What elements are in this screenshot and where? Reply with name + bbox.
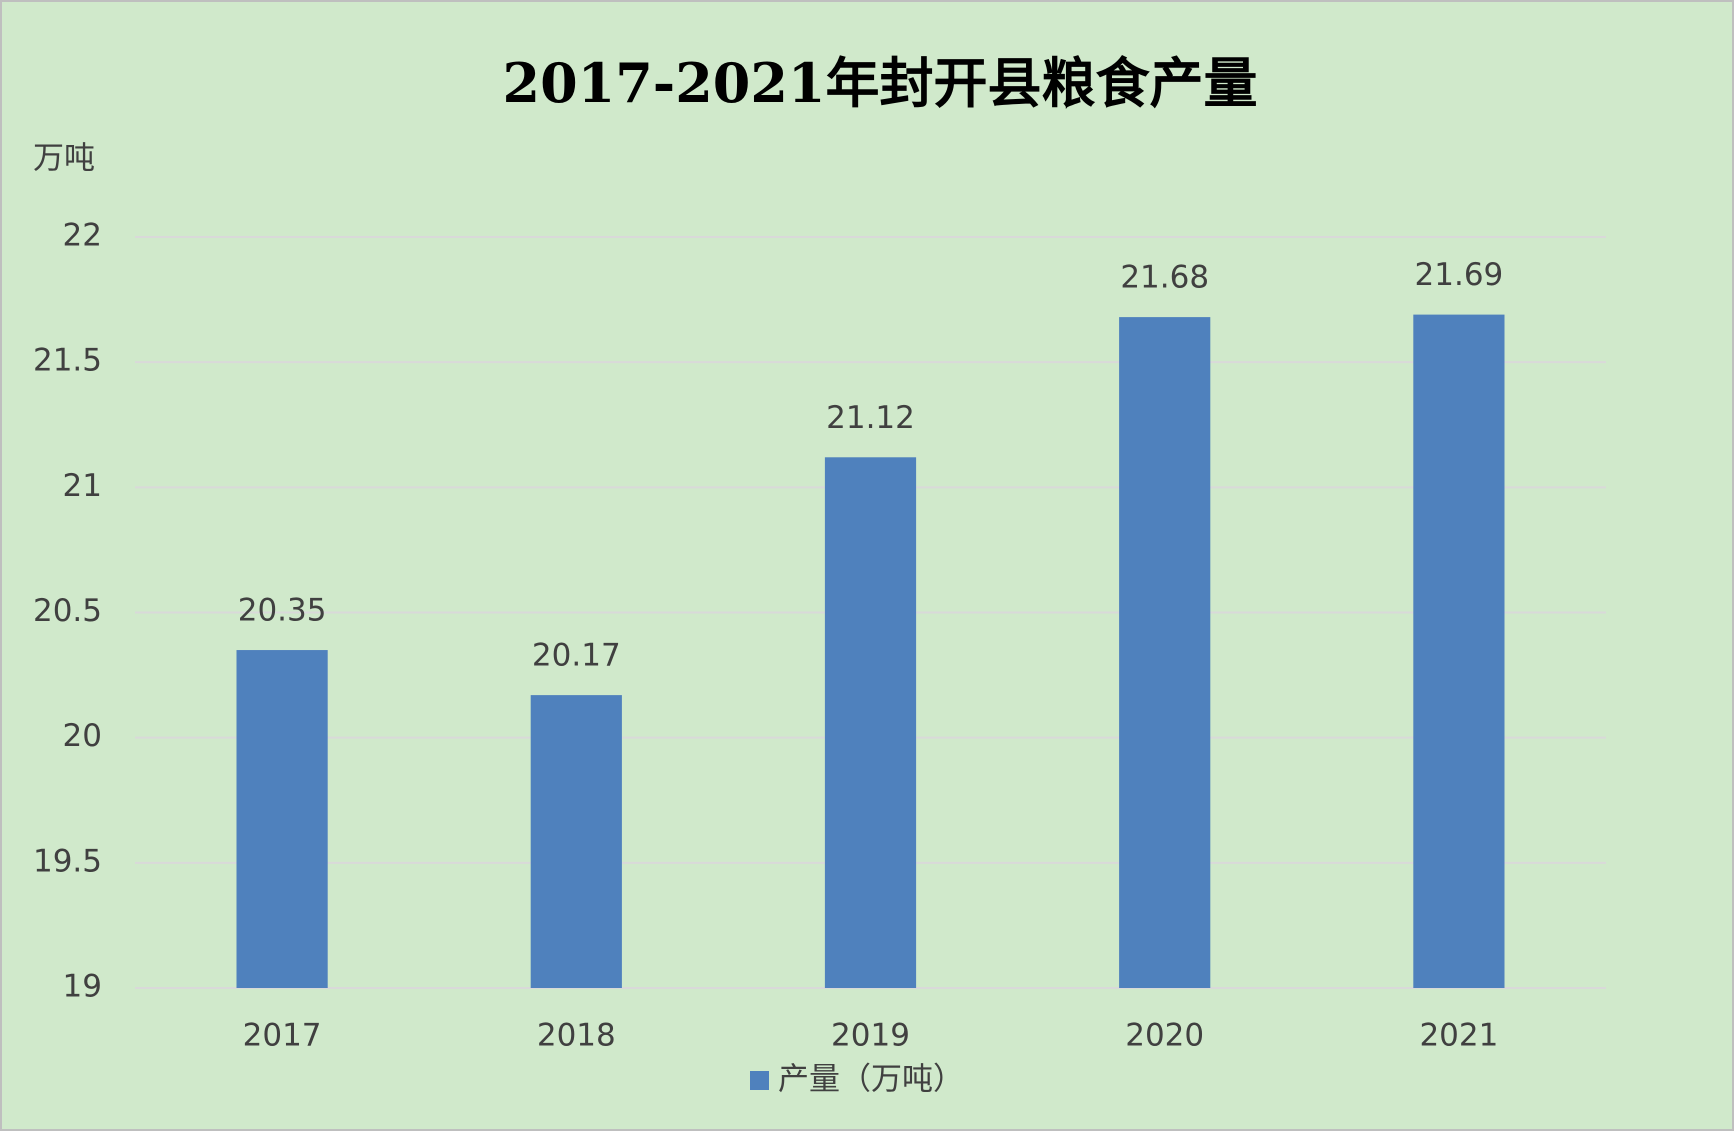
y-tick-label: 22 <box>63 218 102 254</box>
x-tick-label: 2019 <box>831 1018 910 1054</box>
x-tick-label: 2017 <box>243 1018 322 1054</box>
x-tick-label: 2018 <box>537 1018 616 1054</box>
data-label: 20.17 <box>532 638 621 674</box>
y-tick-label: 20 <box>63 718 102 754</box>
y-tick-label: 19.5 <box>33 843 102 879</box>
y-axis-label: 万吨 <box>33 141 95 177</box>
y-tick-label: 20.5 <box>33 593 102 629</box>
legend-swatch <box>750 1071 769 1090</box>
bar <box>824 457 917 988</box>
bar <box>530 695 622 988</box>
data-label: 21.69 <box>1415 257 1504 293</box>
bar <box>1413 314 1505 988</box>
bar <box>1119 317 1211 988</box>
y-tick-label: 19 <box>63 969 102 1005</box>
x-tick-label: 2021 <box>1419 1018 1498 1054</box>
chart-title: 2017-2021年封开县粮食产量 <box>503 51 1258 115</box>
x-tick-label: 2020 <box>1125 1018 1204 1054</box>
y-tick-label: 21.5 <box>33 343 102 379</box>
data-label: 21.12 <box>826 400 915 436</box>
data-label: 21.68 <box>1120 260 1209 296</box>
bar <box>236 650 328 988</box>
legend-label: 产量（万吨） <box>778 1062 964 1098</box>
data-label: 20.35 <box>238 593 327 629</box>
y-tick-label: 21 <box>63 468 102 504</box>
